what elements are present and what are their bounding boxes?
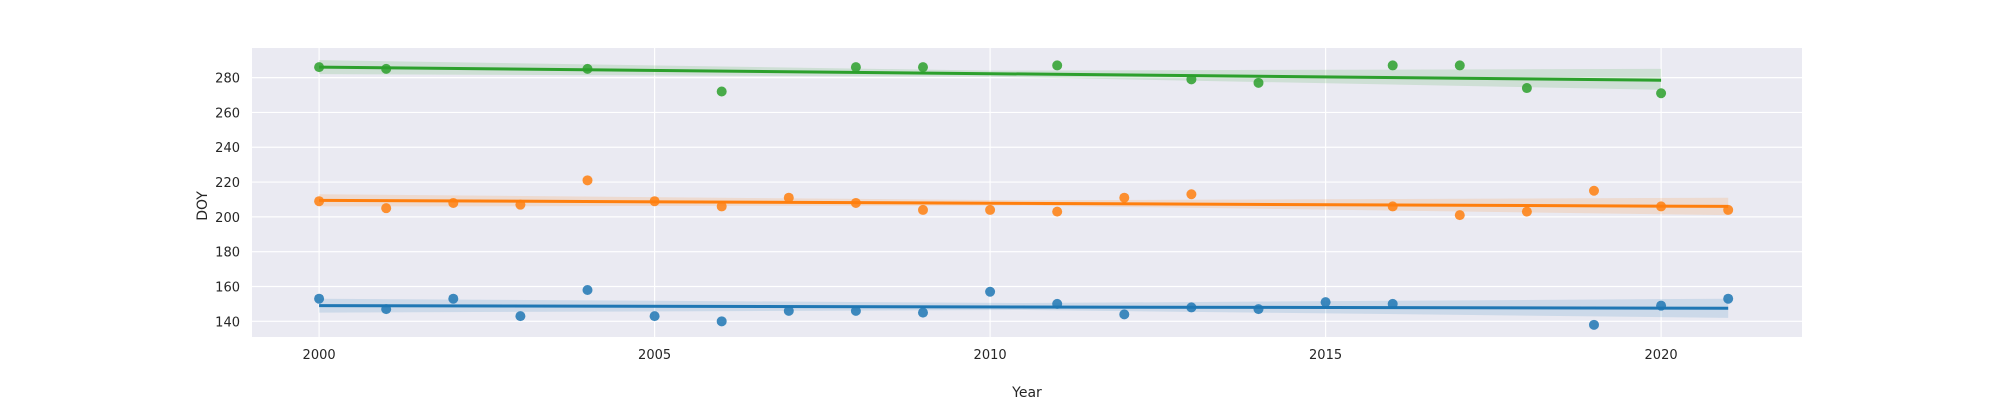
x-tick-label: 2015 (1309, 348, 1342, 363)
y-tick-label: 260 (215, 106, 240, 121)
data-point-1 (649, 196, 660, 207)
data-point-2 (1656, 88, 1667, 99)
data-point-0 (1253, 304, 1264, 315)
x-tick-labels: 2000 2005 2010 2015 2020 (303, 348, 1678, 363)
x-axis-label: Year (1011, 385, 1042, 400)
y-axis-label: DOY (195, 191, 211, 221)
data-point-0 (515, 311, 526, 322)
y-tick-label: 180 (215, 246, 240, 261)
x-tick-label: 2005 (638, 348, 671, 363)
data-point-0 (1119, 309, 1130, 320)
x-tick-label: 2020 (1645, 348, 1678, 363)
data-point-2 (917, 62, 928, 73)
data-point-2 (582, 63, 593, 74)
data-point-0 (1320, 297, 1331, 308)
data-point-2 (1454, 60, 1465, 71)
data-point-1 (1656, 201, 1667, 212)
data-point-1 (448, 197, 459, 208)
data-point-1 (1521, 206, 1532, 217)
data-point-2 (1186, 74, 1197, 85)
data-point-1 (515, 199, 526, 210)
data-point-2 (1253, 77, 1264, 88)
data-point-0 (1723, 293, 1734, 304)
data-point-0 (649, 311, 660, 322)
data-point-0 (314, 293, 325, 304)
data-point-1 (1454, 210, 1465, 221)
data-point-1 (1052, 206, 1063, 217)
data-point-0 (381, 304, 392, 315)
data-point-1 (1387, 201, 1398, 212)
data-point-0 (985, 286, 996, 297)
data-point-2 (1387, 60, 1398, 71)
y-tick-label: 200 (215, 211, 240, 226)
data-point-0 (1186, 302, 1197, 313)
data-point-1 (850, 197, 861, 208)
data-point-0 (850, 305, 861, 316)
data-point-2 (1052, 60, 1063, 71)
data-point-1 (716, 201, 727, 212)
data-point-0 (1052, 298, 1063, 309)
data-point-1 (1723, 204, 1734, 215)
data-point-2 (1521, 83, 1532, 94)
y-tick-label: 240 (215, 141, 240, 156)
data-point-0 (582, 284, 593, 295)
trend-line-0 (319, 304, 1729, 310)
data-point-1 (381, 203, 392, 214)
data-points (314, 60, 1734, 330)
trend-line-1 (319, 198, 1729, 208)
x-tick-label: 2010 (974, 348, 1007, 363)
data-point-1 (314, 196, 325, 207)
trend-line-2 (319, 65, 1662, 82)
y-tick-label: 280 (215, 72, 240, 87)
y-tick-label: 140 (215, 315, 240, 330)
trend-lines (319, 65, 1729, 310)
y-tick-labels: 140 160 180 200 220 240 260 280 (215, 72, 240, 331)
data-point-0 (716, 316, 727, 327)
y-tick-label: 220 (215, 176, 240, 191)
data-point-0 (917, 307, 928, 318)
plot-background (252, 48, 1802, 337)
data-point-2 (716, 86, 727, 97)
data-point-1 (917, 204, 928, 215)
data-point-0 (1656, 300, 1667, 311)
data-point-2 (314, 62, 325, 73)
data-point-1 (1119, 192, 1130, 203)
data-point-2 (381, 63, 392, 74)
data-point-1 (582, 175, 593, 186)
data-point-0 (1387, 298, 1398, 309)
data-point-0 (783, 305, 794, 316)
data-point-0 (1588, 319, 1599, 330)
data-point-1 (1186, 189, 1197, 200)
data-point-1 (985, 204, 996, 215)
y-tick-label: 160 (215, 281, 240, 296)
data-point-0 (448, 293, 459, 304)
data-point-1 (783, 192, 794, 203)
data-point-2 (850, 62, 861, 73)
x-tick-label: 2000 (303, 348, 336, 363)
data-point-1 (1588, 185, 1599, 196)
